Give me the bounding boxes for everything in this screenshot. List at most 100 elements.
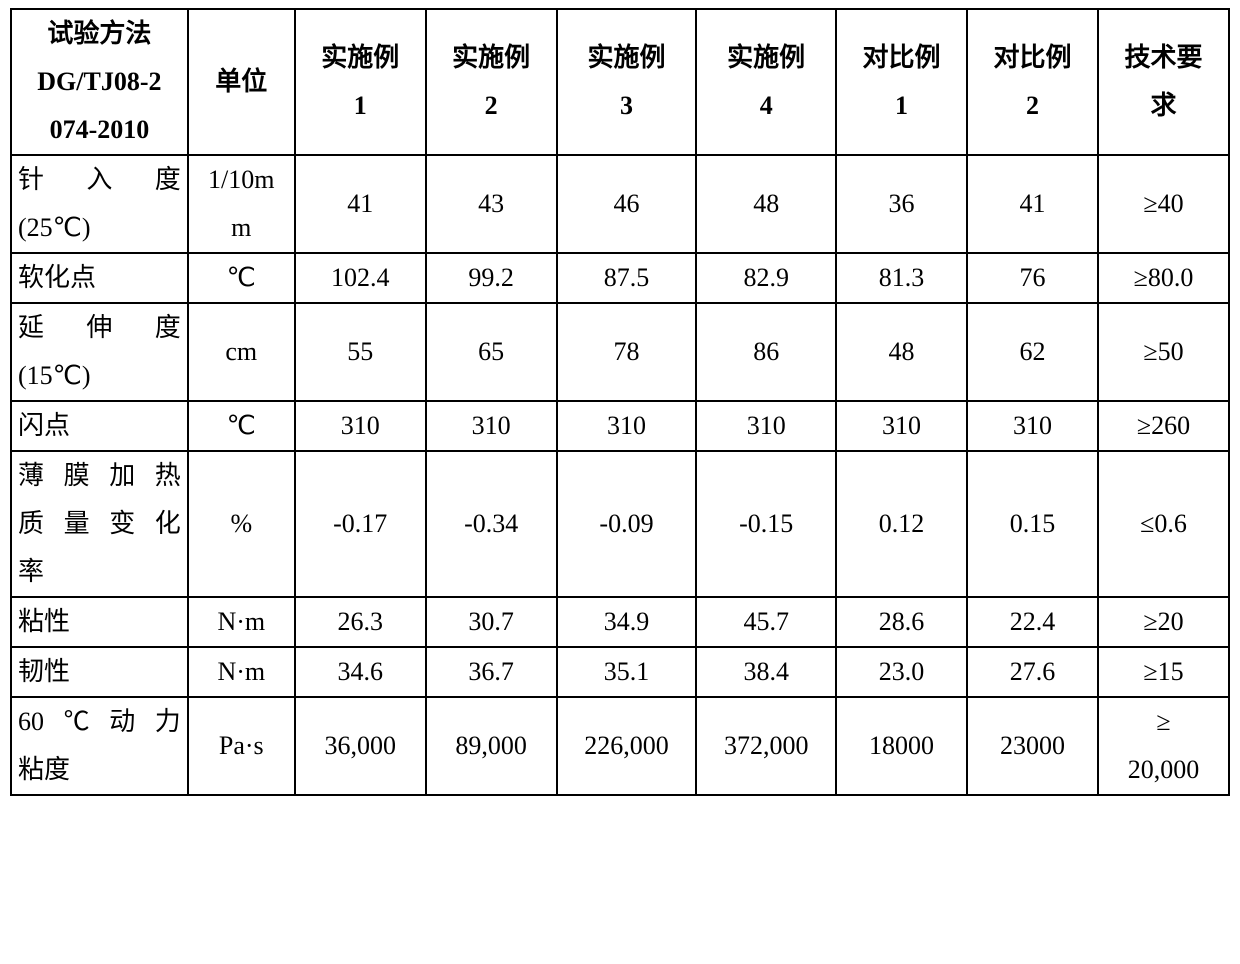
row-value: 87.5 (557, 253, 697, 303)
row-requirement: ≤0.6 (1098, 451, 1229, 597)
row-unit: ℃ (188, 253, 295, 303)
row-value: 48 (696, 155, 836, 253)
col-ex2-l1: 实施例 (427, 34, 556, 82)
row-value: 34.9 (557, 597, 697, 647)
row-value: 65 (426, 303, 557, 401)
row-value: 82.9 (696, 253, 836, 303)
row-requirement: ≥20,000 (1098, 697, 1229, 795)
row-value: 22.4 (967, 597, 1098, 647)
row-unit-l2: m (189, 204, 294, 252)
row-requirement: ≥15 (1098, 647, 1229, 697)
row-unit-l1: ℃ (189, 402, 294, 450)
row-value: 76 (967, 253, 1098, 303)
col-ex2-l2: 2 (427, 82, 556, 130)
col-unit: 单位 (188, 9, 295, 155)
row-value: 38.4 (696, 647, 836, 697)
row-requirement: ≥50 (1098, 303, 1229, 401)
col-ex3: 实施例 3 (557, 9, 697, 155)
row-value: 0.12 (836, 451, 967, 597)
results-table: 试验方法 DG/TJ08-2 074-2010 单位 实施例 1 实施例 2 实… (10, 8, 1230, 796)
row-value: 43 (426, 155, 557, 253)
row-label-l2: (15℃) (18, 352, 181, 400)
row-label-l1: 韧性 (18, 648, 181, 696)
row-unit-l1: N·m (189, 598, 294, 646)
row-requirement: ≥260 (1098, 401, 1229, 451)
row-unit-l1: N·m (189, 648, 294, 696)
col-ex1-l1: 实施例 (296, 34, 425, 82)
col-test-method-l2: DG/TJ08-2 (12, 58, 187, 106)
row-value: 34.6 (295, 647, 426, 697)
col-unit-label: 单位 (189, 58, 294, 106)
row-value: 23000 (967, 697, 1098, 795)
row-label-l1: 粘性 (18, 598, 181, 646)
row-unit: cm (188, 303, 295, 401)
col-ex1-l2: 1 (296, 82, 425, 130)
table-row: 软化点℃102.499.287.582.981.376≥80.0 (11, 253, 1229, 303)
row-unit: 1/10mm (188, 155, 295, 253)
row-value: 310 (295, 401, 426, 451)
row-value: 36,000 (295, 697, 426, 795)
col-test-method-l1: 试验方法 (12, 10, 187, 58)
row-label-l1: 60℃动力 (18, 698, 181, 746)
row-label-l2: (25℃) (18, 204, 181, 252)
table-row: 60℃动力粘度Pa·s36,00089,000226,000372,000180… (11, 697, 1229, 795)
table-row: 闪点℃310310310310310310≥260 (11, 401, 1229, 451)
row-value: 23.0 (836, 647, 967, 697)
col-cmp1: 对比例 1 (836, 9, 967, 155)
row-label-l2: 质量变化 (18, 500, 181, 548)
row-value: 310 (836, 401, 967, 451)
row-value: -0.34 (426, 451, 557, 597)
col-req-l1: 技术要 (1099, 34, 1228, 82)
table-row: 韧性N·m34.636.735.138.423.027.6≥15 (11, 647, 1229, 697)
row-value: 35.1 (557, 647, 697, 697)
col-req: 技术要 求 (1098, 9, 1229, 155)
row-label: 粘性 (11, 597, 188, 647)
row-value: 28.6 (836, 597, 967, 647)
row-value: 55 (295, 303, 426, 401)
row-value: 102.4 (295, 253, 426, 303)
row-value: 36.7 (426, 647, 557, 697)
row-requirement-l1: ≥ (1099, 698, 1228, 746)
table-header: 试验方法 DG/TJ08-2 074-2010 单位 实施例 1 实施例 2 实… (11, 9, 1229, 155)
row-label: 针入度(25℃) (11, 155, 188, 253)
row-value: 45.7 (696, 597, 836, 647)
col-cmp1-l2: 1 (837, 82, 966, 130)
row-unit-l1: 1/10m (189, 156, 294, 204)
row-label: 闪点 (11, 401, 188, 451)
row-value: 310 (426, 401, 557, 451)
table-row: 延伸度(15℃)cm556578864862≥50 (11, 303, 1229, 401)
row-unit-l1: % (189, 500, 294, 548)
col-test-method-l3: 074-2010 (12, 106, 187, 154)
row-value: 89,000 (426, 697, 557, 795)
col-ex4-l1: 实施例 (697, 34, 835, 82)
table-row: 薄膜加热质量变化率%-0.17-0.34-0.09-0.150.120.15≤0… (11, 451, 1229, 597)
row-unit: % (188, 451, 295, 597)
table-row: 针入度(25℃)1/10mm414346483641≥40 (11, 155, 1229, 253)
row-value: 41 (295, 155, 426, 253)
row-requirement: ≥40 (1098, 155, 1229, 253)
row-label-l1: 软化点 (18, 254, 181, 302)
row-value: 310 (557, 401, 697, 451)
row-value: 48 (836, 303, 967, 401)
col-req-l2: 求 (1099, 82, 1228, 130)
col-ex4-l2: 4 (697, 82, 835, 130)
row-unit-l1: ℃ (189, 254, 294, 302)
row-unit: Pa·s (188, 697, 295, 795)
row-value: 99.2 (426, 253, 557, 303)
row-value: 36 (836, 155, 967, 253)
row-label-l2: 粘度 (18, 746, 181, 794)
row-value: 81.3 (836, 253, 967, 303)
row-unit-l1: cm (189, 328, 294, 376)
row-value: 86 (696, 303, 836, 401)
row-label-l1: 针入度 (18, 156, 181, 204)
row-label: 韧性 (11, 647, 188, 697)
row-unit-l1: Pa·s (189, 722, 294, 770)
row-value: 62 (967, 303, 1098, 401)
col-ex4: 实施例 4 (696, 9, 836, 155)
row-value: 372,000 (696, 697, 836, 795)
row-label: 60℃动力粘度 (11, 697, 188, 795)
row-value: 310 (967, 401, 1098, 451)
row-value: -0.17 (295, 451, 426, 597)
col-cmp1-l1: 对比例 (837, 34, 966, 82)
row-requirement: ≥20 (1098, 597, 1229, 647)
